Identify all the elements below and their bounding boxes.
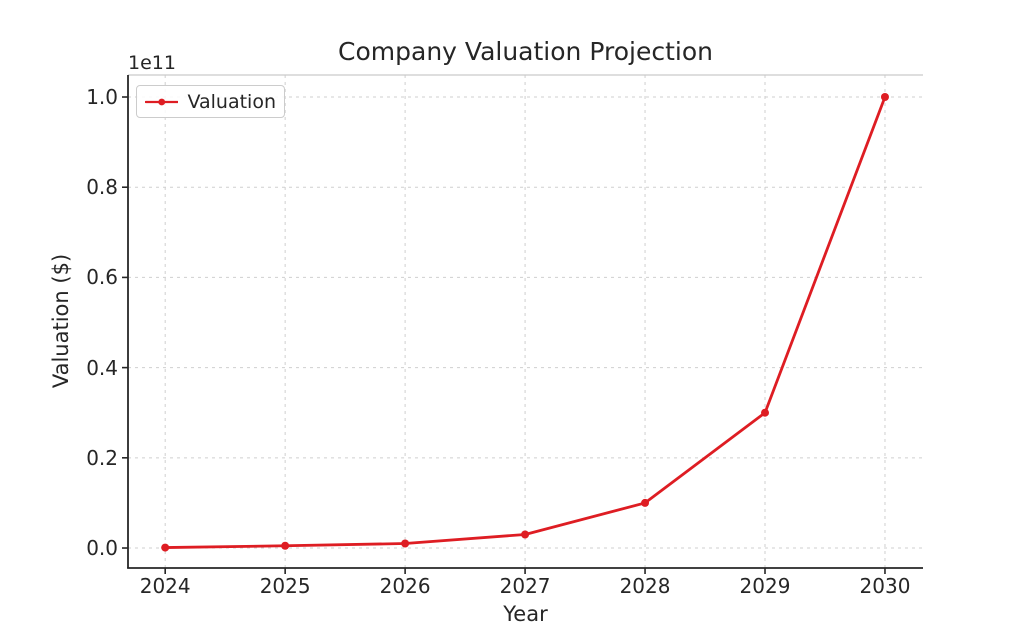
data-point-marker bbox=[281, 541, 290, 550]
data-point-marker bbox=[401, 539, 410, 548]
legend-line-swatch bbox=[145, 98, 179, 105]
data-point-marker bbox=[761, 408, 770, 417]
legend: Valuation bbox=[136, 85, 285, 118]
data-point-marker bbox=[161, 543, 170, 552]
y-tick-label: 0.4 bbox=[86, 355, 118, 380]
data-point-marker bbox=[521, 530, 530, 539]
y-tick-label: 1.0 bbox=[86, 85, 118, 109]
y-axis-offset-label: 1e11 bbox=[128, 52, 176, 74]
chart-title: Company Valuation Projection bbox=[338, 37, 713, 66]
legend-label: Valuation bbox=[187, 90, 276, 113]
y-tick-label: 0.8 bbox=[86, 175, 118, 200]
x-tick-label: 2030 bbox=[859, 574, 911, 598]
x-tick-label: 2025 bbox=[259, 574, 311, 598]
x-tick-label: 2028 bbox=[619, 574, 671, 598]
x-tick-label: 2024 bbox=[139, 574, 191, 598]
x-tick-label: 2027 bbox=[499, 574, 551, 598]
data-point-marker bbox=[641, 498, 650, 507]
y-tick-label: 0.2 bbox=[86, 445, 118, 470]
legend-marker bbox=[158, 98, 166, 105]
x-tick-label: 2029 bbox=[739, 574, 791, 598]
data-point-marker bbox=[880, 93, 889, 102]
y-tick-label: 0.0 bbox=[86, 536, 118, 561]
x-tick-label: 2026 bbox=[379, 574, 431, 598]
x-axis-label: Year bbox=[503, 602, 548, 626]
y-tick-label: 0.6 bbox=[86, 265, 118, 290]
